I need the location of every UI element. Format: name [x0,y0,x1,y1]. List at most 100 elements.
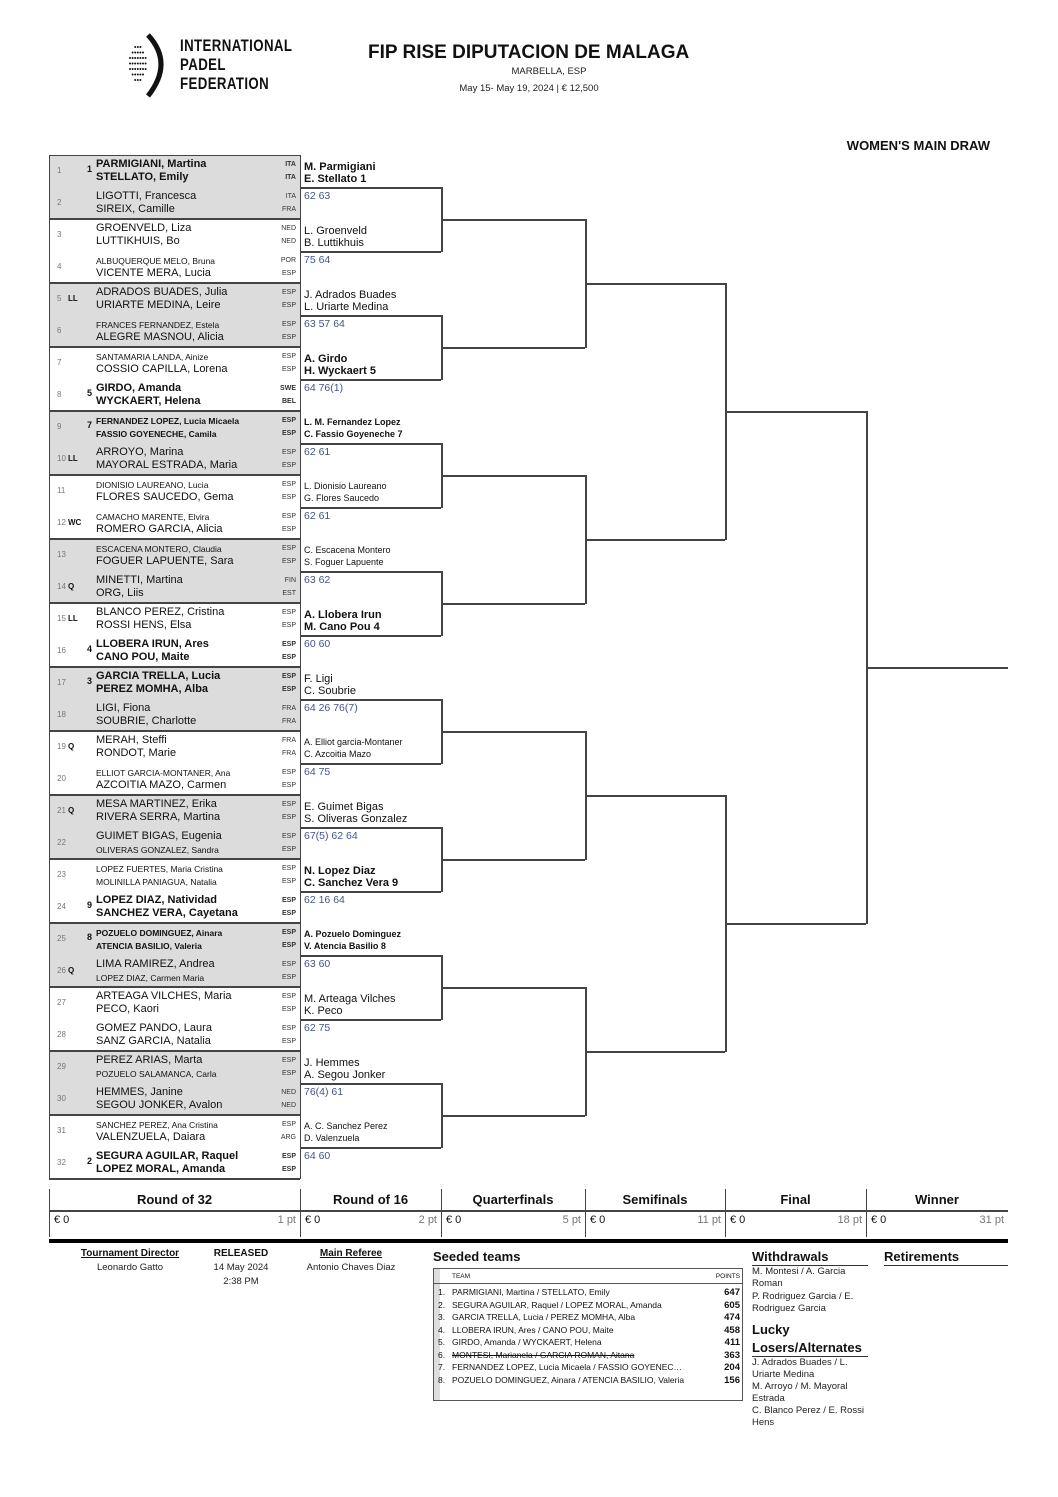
player-name[interactable]: FOGUER LAPUENTE, Sara [96,555,234,567]
player-name[interactable]: ESCACENA MONTERO, Claudia [96,544,222,554]
player-name[interactable]: SANCHEZ VERA, Cayetana [96,907,238,919]
match-winner[interactable]: C. Fassio Goyeneche 7 [304,429,403,439]
player-name[interactable]: FERNANDEZ LOPEZ, Lucia Micaela [96,416,240,426]
player-name[interactable]: MOLINILLA PANIAGUA, Natalia [96,877,217,887]
match-winner[interactable]: E. Stellato 1 [304,173,367,185]
player-name[interactable]: DIONISIO LAUREANO, Lucia [96,480,209,490]
player-name[interactable]: MERAH, Steffi [96,734,167,746]
match-winner[interactable]: G. Flores Saucedo [304,493,380,503]
player-name[interactable]: SEGURA AGUILAR, Raquel [96,1150,239,1162]
player-name[interactable]: SIREIX, Camille [96,203,175,215]
player-name[interactable]: LOPEZ FUERTES, Maria Cristina [96,864,223,874]
match-winner[interactable]: A. Llobera Irun [304,609,382,621]
player-name[interactable]: CAMACHO MARENTE, Elvira [96,512,210,522]
match-winner[interactable]: H. Wyckaert 5 [304,365,376,377]
player-name[interactable]: LUTTIKHUIS, Bo [96,235,180,247]
player-name[interactable]: MINETTI, Martina [96,574,183,586]
match-winner[interactable]: S. Oliveras Gonzalez [304,813,408,825]
match-winner[interactable]: A. Girdo [304,353,348,365]
player-name[interactable]: SOUBRIE, Charlotte [96,715,197,727]
column-divider [866,1189,867,1237]
match-winner[interactable]: S. Foguer Lapuente [304,557,384,567]
player-name[interactable]: PEREZ MOMHA, Alba [96,683,209,695]
match-winner[interactable]: L. Uriarte Medina [304,301,389,313]
player-name[interactable]: LOPEZ DIAZ, Carmen Maria [96,973,205,983]
match-winner[interactable]: E. Guimet Bigas [304,801,384,813]
player-name[interactable]: RONDOT, Marie [96,747,177,759]
player-name[interactable]: LOPEZ DIAZ, Natividad [96,894,218,906]
player-name[interactable]: GIRDO, Amanda [96,382,182,394]
match-winner[interactable]: F. Ligi [304,673,333,685]
match-winner[interactable]: J. Hemmes [304,1057,360,1069]
player-name[interactable]: ATENCIA BASILIO, Valeria [96,941,202,951]
bracket-line [300,1083,441,1085]
player-name[interactable]: LIMA RAMIREZ, Andrea [96,958,215,970]
player-name[interactable]: MAYORAL ESTRADA, Maria [96,459,238,471]
player-name[interactable]: BLANCO PEREZ, Cristina [96,606,225,618]
player-name[interactable]: URIARTE MEDINA, Leire [96,299,221,311]
player-name[interactable]: PEREZ ARIAS, Marta [96,1054,203,1066]
player-name[interactable]: HEMMES, Janine [96,1086,183,1098]
match-winner[interactable]: A. C. Sanchez Perez [304,1121,388,1131]
player-name[interactable]: POZUELO DOMINGUEZ, Ainara [96,928,223,938]
match-winner[interactable]: L. Groenveld [304,225,367,237]
player-name[interactable]: VALENZUELA, Daiara [96,1131,206,1143]
player-name[interactable]: LIGI, Fiona [96,702,151,714]
player-name[interactable]: AZCOITIA MAZO, Carmen [96,779,227,791]
match-winner[interactable]: A. Pozuelo Dominguez [304,929,402,939]
player-name[interactable]: ROMERO GARCIA, Alicia [96,523,223,535]
match-winner[interactable]: C. Escacena Montero [304,545,391,555]
player-name[interactable]: SANTAMARIA LANDA, Ainize [96,352,209,362]
player-name[interactable]: GOMEZ PANDO, Laura [96,1022,212,1034]
match-winner[interactable]: M. Cano Pou 4 [304,621,380,633]
player-name[interactable]: COSSIO CAPILLA, Lorena [96,363,228,375]
player-name[interactable]: PARMIGIANI, Martina [96,158,207,170]
player-name[interactable]: ALEGRE MASNOU, Alicia [96,331,224,343]
player-name[interactable]: FASSIO GOYENECHE, Camila [96,429,217,439]
player-name[interactable]: STELLATO, Emily [96,171,189,183]
player-name[interactable]: GUIMET BIGAS, Eugenia [96,830,222,842]
player-name[interactable]: LOPEZ MORAL, Amanda [96,1163,226,1175]
match-winner[interactable]: K. Peco [304,1005,343,1017]
player-name[interactable]: CANO POU, Maite [96,651,190,663]
match-winner[interactable]: J. Adrados Buades [304,289,397,301]
match-winner[interactable]: A. Segou Jonker [304,1069,386,1081]
player-name[interactable]: RIVERA SERRA, Martina [96,811,221,823]
match-winner[interactable]: C. Azcoitia Mazo [304,749,372,759]
match-winner[interactable]: D. Valenzuela [304,1133,360,1143]
player-name[interactable]: VICENTE MERA, Lucia [96,267,211,279]
match-winner[interactable]: B. Luttikhuis [304,237,364,249]
player-name[interactable]: ORG, Liis [96,587,144,599]
player-nation: FRA [282,718,296,725]
match-winner[interactable]: M. Parmigiani [304,161,376,173]
player-name[interactable]: GROENVELD, Liza [96,222,192,234]
player-name[interactable]: ELLIOT GARCIA-MONTANER, Ana [96,768,231,778]
player-name[interactable]: ALBUQUERQUE MELO, Bruna [96,256,216,266]
player-name[interactable]: WYCKAERT, Helena [96,395,201,407]
match-winner[interactable]: L. M. Fernandez Lopez [304,417,401,427]
player-name[interactable]: ARROYO, Marina [96,446,184,458]
player-name[interactable]: MESA MARTINEZ, Erika [96,798,217,810]
match-winner[interactable]: M. Arteaga Vilches [304,993,396,1005]
player-name[interactable]: ROSSI HENS, Elsa [96,619,192,631]
player-name[interactable]: SANCHEZ PEREZ, Ana Cristina [96,1120,218,1130]
player-name[interactable]: GARCIA TRELLA, Lucia [96,670,221,682]
draw-entry: 26 Q LIMA RAMIREZ, Andrea ESP LOPEZ DIAZ, Ca… [49,955,300,987]
player-name[interactable]: SEGOU JONKER, Avalon [96,1099,223,1111]
player-name[interactable]: ARTEAGA VILCHES, Maria [96,990,232,1002]
player-name[interactable]: OLIVERAS GONZALEZ, Sandra [96,845,219,855]
player-name[interactable]: LLOBERA IRUN, Ares [96,638,209,650]
match-winner[interactable]: C. Soubrie [304,685,356,697]
match-winner[interactable]: V. Atencia Basilio 8 [304,941,386,951]
player-name[interactable]: FLORES SAUCEDO, Gema [96,491,234,503]
match-winner[interactable]: C. Sanchez Vera 9 [304,877,399,889]
player-name[interactable]: SANZ GARCIA, Natalia [96,1035,211,1047]
player-name[interactable]: LIGOTTI, Francesca [96,190,197,202]
player-name[interactable]: FRANCES FERNANDEZ, Estela [96,320,220,330]
player-name[interactable]: ADRADOS BUADES, Julia [96,286,228,298]
match-winner[interactable]: A. Elliot garcia-Montaner [304,737,403,747]
player-name[interactable]: PECO, Kaori [96,1003,159,1015]
match-winner[interactable]: L. Dionisio Laureano [304,481,387,491]
player-name[interactable]: POZUELO SALAMANCA, Carla [96,1069,217,1079]
match-winner[interactable]: N. Lopez Diaz [304,865,376,877]
